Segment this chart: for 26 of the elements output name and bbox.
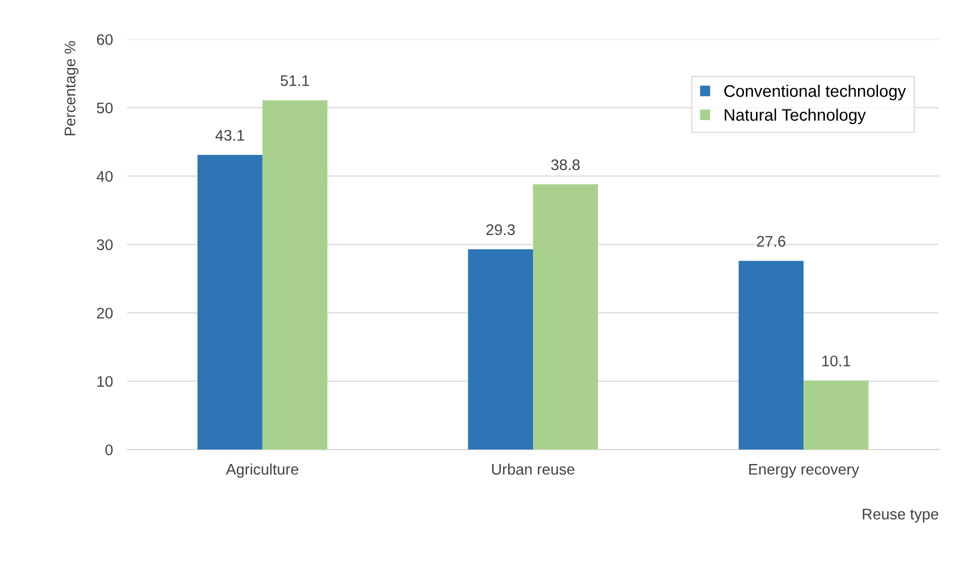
x-tick-label: Energy recovery: [749, 464, 860, 478]
y-tick-label: 40: [96, 170, 113, 182]
y-tick-label: 0: [105, 444, 113, 456]
y-tick-label: 50: [96, 102, 113, 114]
data-label: 38.8: [551, 159, 580, 170]
legend-label: Natural Technology: [724, 108, 866, 124]
data-label: 27.6: [757, 236, 786, 247]
legend-label: Conventional technology: [724, 84, 906, 100]
data-label: 51.1: [280, 75, 310, 86]
y-axis-title: Percentage %: [64, 41, 78, 136]
bar: [804, 380, 869, 450]
x-tick-label: Urban reuse: [492, 463, 574, 475]
y-tick-label: 30: [96, 239, 113, 250]
x-tick-label: Agriculture: [226, 463, 298, 478]
y-tick-label: 10: [97, 376, 113, 387]
bar: [533, 184, 598, 450]
bar: [468, 249, 534, 450]
x-axis-title: Reuse type: [862, 508, 938, 523]
y-tick-label: 60: [97, 34, 113, 46]
bar: [738, 260, 804, 450]
bar: [197, 154, 262, 450]
data-label: 43.1: [215, 130, 244, 141]
y-tick-label: 20: [97, 308, 113, 319]
data-label: 29.3: [486, 224, 515, 236]
data-label: 10.1: [822, 356, 850, 366]
bar: [262, 100, 328, 450]
